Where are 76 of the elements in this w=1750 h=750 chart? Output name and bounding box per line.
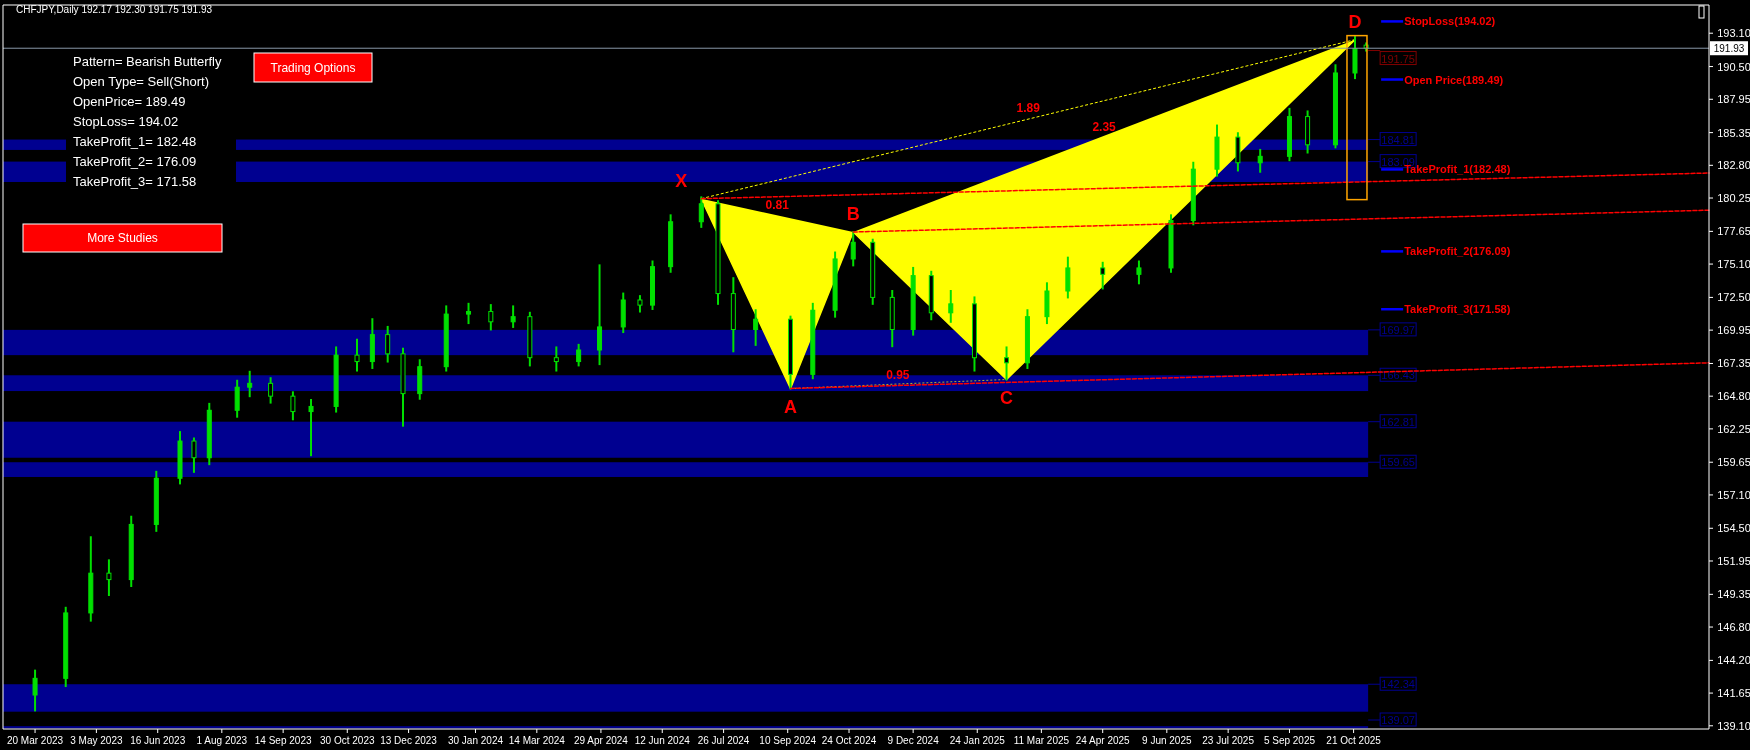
y-tick-label: 162.25 [1717, 422, 1750, 435]
annotation: 1.89 [1016, 101, 1041, 116]
x-tick-label: 10 Sep 2024 [759, 735, 817, 746]
band-label: 169.97 [1381, 323, 1415, 336]
annotation: 2.35 [1092, 120, 1117, 135]
y-tick-label: 149.35 [1717, 588, 1750, 601]
button: More Studies [22, 223, 223, 253]
y-tick-label: 154.50 [1717, 522, 1750, 535]
band-label: 142.34 [1381, 678, 1415, 691]
annotation: 0.81 [765, 197, 790, 212]
x-tick-label: 20 Mar 2023 [6, 735, 64, 746]
annotation: B [846, 204, 860, 225]
ref-line-label: TakeProfit_3(171.58) [1404, 303, 1511, 316]
y-tick-label: 167.35 [1717, 357, 1750, 370]
x-tick-label: 26 Jul 2024 [697, 735, 750, 746]
y-tick-label: 157.10 [1717, 488, 1750, 501]
y-tick-label: 193.10 [1717, 27, 1750, 40]
x-tick-label: 5 Sep 2025 [1263, 735, 1316, 746]
y-tick-label: 172.50 [1717, 291, 1750, 304]
y-tick-label: 190.50 [1717, 60, 1750, 73]
button: Trading Options [253, 52, 373, 83]
band-label: 139.07 [1381, 714, 1415, 726]
y-tick-label: 164.80 [1717, 390, 1750, 403]
y-tick-label: 139.10 [1717, 719, 1750, 732]
annotation: Trading Options [270, 60, 356, 75]
y-tick-label: 151.95 [1717, 554, 1750, 567]
annotation: D [1348, 11, 1362, 32]
x-tick-label: 24 Jan 2025 [949, 735, 1006, 746]
y-tick-label: 175.10 [1717, 258, 1750, 271]
ref-line-label: Open Price(189.49) [1404, 73, 1504, 86]
x-tick-label: 21 Oct 2025 [1326, 735, 1382, 746]
annotation: C [1000, 387, 1014, 408]
ref-line-label: StopLoss(194.02) [1404, 15, 1496, 28]
x-tick-label: 13 Dec 2023 [380, 735, 438, 746]
y-tick-label: 159.65 [1717, 456, 1750, 469]
annotation: TakeProfit_2= 176.09 [73, 154, 197, 169]
annotation: More Studies [87, 231, 158, 245]
y-tick-label: 141.65 [1717, 687, 1750, 700]
x-tick-label: 24 Apr 2025 [1075, 735, 1131, 746]
annotation: Open Type= Sell(Short) [73, 74, 209, 89]
annotation: TakeProfit_1= 182.48 [73, 134, 197, 149]
ref-line-label: 191.93 [1713, 43, 1745, 55]
x-tick-label: 30 Oct 2023 [320, 735, 375, 746]
y-tick-label: 182.80 [1717, 159, 1750, 172]
x-tick-label: 16 Jun 2023 [130, 735, 186, 746]
y-tick-label: 185.35 [1717, 126, 1750, 139]
annotation: StopLoss= 194.02 [73, 114, 179, 129]
ref-line-label: TakeProfit_2(176.09) [1404, 245, 1511, 258]
annotation: Pattern= Bearish Butterfly [73, 54, 222, 69]
x-tick-label: 9 Dec 2024 [887, 735, 940, 746]
y-tick-label: 180.25 [1717, 192, 1750, 205]
annotation: TakeProfit_3= 171.58 [73, 174, 197, 189]
annotation: A [783, 396, 797, 417]
y-tick-label: 144.20 [1717, 654, 1750, 667]
x-tick-label: 9 Jun 2025 [1142, 735, 1192, 746]
band-label: 184.81 [1381, 133, 1415, 146]
x-tick-label: 12 Jun 2024 [634, 735, 691, 746]
band-label: 159.65 [1381, 456, 1415, 469]
y-tick-label: 187.95 [1717, 93, 1750, 106]
ref-line-label: 191.75 [1381, 52, 1415, 65]
y-tick-label: 177.65 [1717, 225, 1750, 238]
x-tick-label: 3 May 2023 [70, 735, 123, 746]
x-tick-label: 14 Sep 2023 [254, 735, 312, 746]
chart-title: CHFJPY,Daily 192.17 192.30 191.75 191.93 [16, 4, 213, 15]
x-tick-label: 11 Mar 2025 [1013, 735, 1070, 746]
y-tick-label: 169.95 [1717, 324, 1750, 337]
x-tick-label: 24 Oct 2024 [821, 735, 877, 746]
x-tick-label: 1 Aug 2023 [196, 735, 248, 746]
x-tick-label: 29 Apr 2024 [573, 735, 629, 746]
x-tick-label: 23 Jul 2025 [1202, 735, 1255, 746]
x-tick-label: 30 Jan 2024 [447, 735, 504, 746]
x-tick-label: 14 Mar 2024 [508, 735, 566, 746]
annotation: OpenPrice= 189.49 [73, 94, 186, 109]
annotation: 0.95 [886, 368, 910, 383]
band-label: 162.81 [1381, 415, 1415, 428]
y-tick-label: 146.80 [1717, 621, 1750, 634]
